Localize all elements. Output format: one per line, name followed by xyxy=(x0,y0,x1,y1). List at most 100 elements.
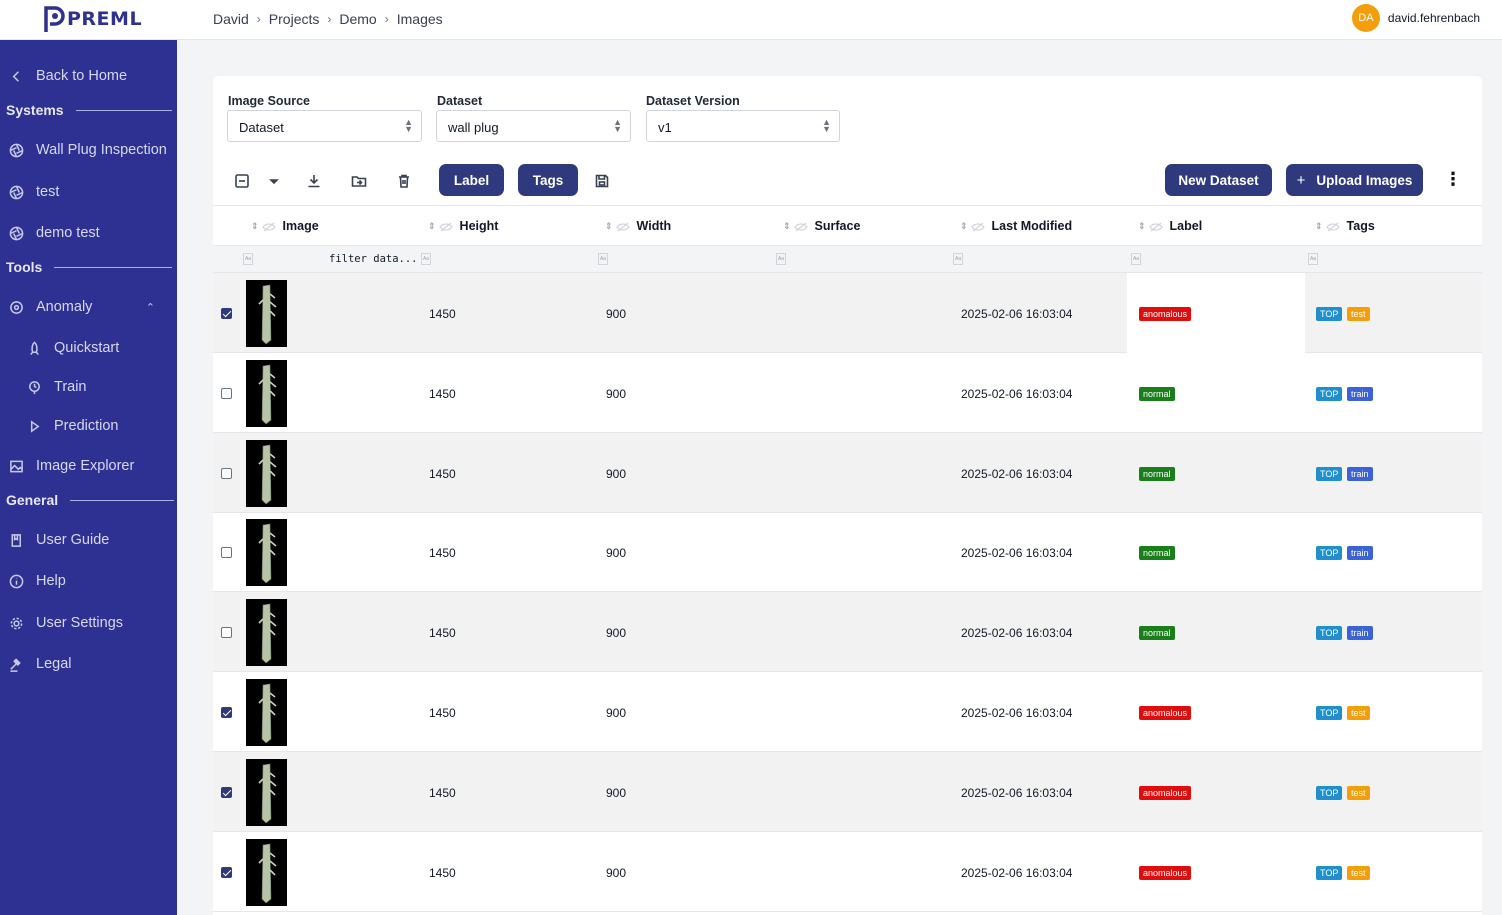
column-header-last-modified[interactable]: ⇕ Last Modified xyxy=(960,219,1072,233)
table-row[interactable]: 1450 900 2025-02-06 16:03:04 normal TOP train xyxy=(213,592,1482,673)
label-cell[interactable]: normal xyxy=(1127,353,1305,433)
dataset-select[interactable]: wall plug ▲ ▼ xyxy=(436,110,631,142)
sidebar-item-label: User Settings xyxy=(36,615,124,631)
avatar[interactable]: DA xyxy=(1351,4,1380,32)
eye-off-icon[interactable] xyxy=(615,221,630,232)
label-badge: normal xyxy=(1139,466,1175,481)
row-checkbox[interactable] xyxy=(221,707,232,718)
select-toggle-icon[interactable] xyxy=(232,171,252,191)
image-thumbnail[interactable] xyxy=(246,359,287,427)
image-filter-input[interactable]: filter data... xyxy=(329,253,418,265)
sort-icon[interactable]: ⇕ xyxy=(428,220,436,231)
case-sensitive-toggle[interactable]: Aa xyxy=(243,253,253,265)
sidebar-item-legal[interactable]: Legal xyxy=(8,653,71,675)
tag-badge: TOP xyxy=(1316,546,1343,561)
label-cell[interactable]: anomalous xyxy=(1127,832,1305,912)
case-sensitive-toggle[interactable]: Aa xyxy=(1131,253,1141,265)
image-thumbnail[interactable] xyxy=(246,838,287,906)
sidebar-item-image-explorer[interactable]: Image Explorer xyxy=(8,455,134,477)
trash-icon[interactable] xyxy=(394,171,414,191)
row-checkbox[interactable] xyxy=(221,467,232,479)
row-checkbox[interactable] xyxy=(221,308,232,319)
case-sensitive-toggle[interactable]: Aa xyxy=(421,253,431,265)
table-row[interactable]: 1450 900 2025-02-06 16:03:04 anomalous TOP te… xyxy=(213,273,1482,353)
eye-off-icon[interactable] xyxy=(438,221,453,232)
user-menu[interactable]: DA david.fehrenbach xyxy=(1351,4,1480,32)
tag-badge: TOP xyxy=(1316,785,1343,800)
table-row[interactable]: 1450 900 2025-02-06 16:03:04 normal TOP train xyxy=(213,512,1482,593)
eye-off-icon[interactable] xyxy=(261,221,276,232)
table-row[interactable]: 1450 900 2025-02-06 16:03:04 anomalous TOP te… xyxy=(213,672,1482,752)
sidebar-item-quickstart[interactable]: Quickstart xyxy=(26,337,119,359)
column-header-width[interactable]: ⇕ Width xyxy=(605,219,671,233)
eye-off-icon[interactable] xyxy=(1148,221,1163,232)
image-thumbnail[interactable] xyxy=(246,439,287,507)
case-sensitive-toggle[interactable]: Aa xyxy=(953,253,963,265)
image-thumbnail[interactable] xyxy=(246,280,287,347)
column-header-tags[interactable]: ⇕ Tags xyxy=(1315,219,1375,233)
column-header-height[interactable]: ⇕ Height xyxy=(428,219,498,233)
column-header-image[interactable]: ⇕ Image xyxy=(251,219,319,233)
label-cell[interactable]: anomalous xyxy=(1127,752,1305,832)
sidebar-item-help[interactable]: Help xyxy=(8,570,66,592)
label-cell[interactable]: anomalous xyxy=(1127,672,1305,752)
chevron-right-icon: › xyxy=(384,12,389,26)
sidebar-item-user-settings[interactable]: User Settings xyxy=(8,612,123,634)
sort-icon[interactable]: ⇕ xyxy=(251,220,259,231)
image-thumbnail[interactable] xyxy=(246,599,287,667)
save-icon[interactable] xyxy=(592,171,612,191)
case-sensitive-toggle[interactable]: Aa xyxy=(598,253,608,265)
sidebar-item-wall-plug-inspection[interactable]: Wall Plug Inspection xyxy=(8,139,167,161)
sidebar-item-anomaly[interactable]: Anomaly ⌃ xyxy=(8,296,177,318)
chevron-up-icon[interactable]: ⌃ xyxy=(145,301,155,314)
label-cell[interactable]: normal xyxy=(1127,592,1305,672)
eye-off-icon[interactable] xyxy=(1325,221,1340,232)
case-sensitive-toggle[interactable]: Aa xyxy=(1308,253,1318,265)
folder-move-icon[interactable] xyxy=(349,171,369,191)
dataset-version-select[interactable]: v1 ▲ ▼ xyxy=(646,110,840,142)
sidebar-item-user-guide[interactable]: User Guide xyxy=(8,529,109,551)
new-dataset-button[interactable]: New Dataset xyxy=(1165,164,1272,196)
label-button[interactable]: Label xyxy=(439,164,504,196)
more-options-icon[interactable]: ⋮ xyxy=(1444,169,1462,189)
sort-icon[interactable]: ⇕ xyxy=(960,220,968,231)
table-row[interactable]: 1450 900 2025-02-06 16:03:04 normal TOP train xyxy=(213,432,1482,513)
sort-icon[interactable]: ⇕ xyxy=(1315,220,1323,231)
label-cell[interactable]: normal xyxy=(1127,433,1305,513)
row-checkbox[interactable] xyxy=(221,866,232,878)
breadcrumb-item-david[interactable]: David xyxy=(213,11,249,27)
image-thumbnail[interactable] xyxy=(246,519,287,587)
row-checkbox[interactable] xyxy=(221,786,232,798)
preml-logo[interactable]: PREML xyxy=(42,4,142,34)
row-checkbox[interactable] xyxy=(221,547,232,559)
back-to-home-link[interactable]: Back to Home xyxy=(8,65,127,87)
image-thumbnail[interactable] xyxy=(246,758,287,826)
table-row[interactable]: 1450 900 2025-02-06 16:03:04 normal TOP train xyxy=(213,353,1482,433)
sidebar-item-demo-test[interactable]: demo test xyxy=(8,222,100,244)
row-checkbox[interactable] xyxy=(221,387,232,399)
download-icon[interactable] xyxy=(304,171,324,191)
case-sensitive-toggle[interactable]: Aa xyxy=(776,253,786,265)
table-row[interactable]: 1450 900 2025-02-06 16:03:04 anomalous TOP te… xyxy=(213,751,1482,832)
eye-off-icon[interactable] xyxy=(793,221,808,232)
sort-icon[interactable]: ⇕ xyxy=(1138,220,1146,231)
caret-down-icon[interactable] xyxy=(264,171,284,191)
sort-icon[interactable]: ⇕ xyxy=(605,220,613,231)
upload-images-button[interactable]: + Upload Images xyxy=(1286,164,1423,196)
column-header-surface[interactable]: ⇕ Surface xyxy=(783,219,860,233)
breadcrumb-item-projects[interactable]: Projects xyxy=(268,11,320,27)
image-source-select[interactable]: Dataset ▲ ▼ xyxy=(227,110,422,142)
breadcrumb-item-demo[interactable]: Demo xyxy=(339,11,377,27)
sidebar-item-test[interactable]: test xyxy=(8,181,59,203)
table-row[interactable]: 1450 900 2025-02-06 16:03:04 anomalous TOP te… xyxy=(213,832,1482,912)
label-cell[interactable]: anomalous xyxy=(1127,273,1305,353)
sort-icon[interactable]: ⇕ xyxy=(783,220,791,231)
tags-button[interactable]: Tags xyxy=(518,164,578,196)
image-thumbnail[interactable] xyxy=(246,679,287,746)
row-checkbox[interactable] xyxy=(221,627,232,639)
eye-off-icon[interactable] xyxy=(970,221,985,232)
sidebar-item-prediction[interactable]: Prediction xyxy=(26,415,118,437)
label-cell[interactable]: normal xyxy=(1127,512,1305,592)
sidebar-item-train[interactable]: Train xyxy=(26,376,87,398)
column-header-label[interactable]: ⇕ Label xyxy=(1138,219,1202,233)
